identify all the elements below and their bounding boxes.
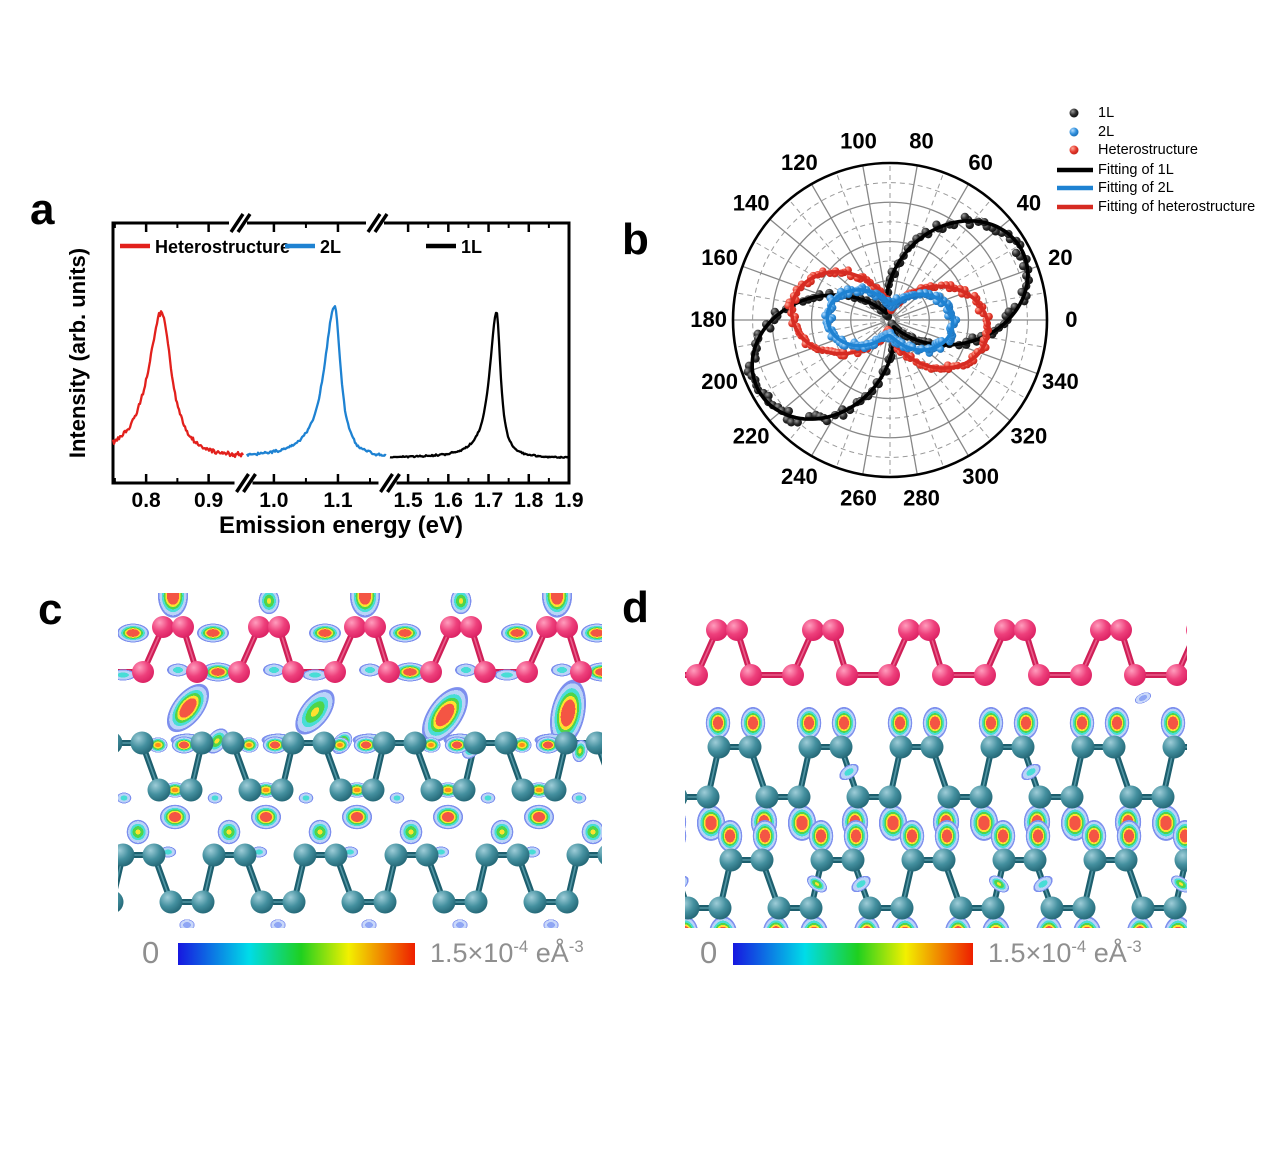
polar-angle-label-120: 120 [781,150,818,175]
colorbar-d-max-label: 1.5×10-4 eÅ-3 [988,937,1142,968]
polar-angle-label-180: 180 [690,307,727,332]
atoms [685,619,1187,920]
colorbar-d-unit: eÅ [1086,938,1127,968]
polar-fit-1l [750,219,1030,421]
legend-label-2l: 2L [320,237,341,257]
polar-angle-label-80: 80 [909,128,933,153]
panel-b-label: b [622,215,649,264]
panel-d-structure [685,619,1187,928]
x-tick-label: 1.5 [393,489,423,512]
polar-angle-label-60: 60 [968,150,992,175]
x-tick-label: 0.9 [194,489,223,512]
colorbar-c-max-label: 1.5×10-4 eÅ-3 [430,937,584,968]
polar-angle-label-320: 320 [1011,424,1048,449]
legend-label-1l: 1L [461,237,482,257]
spectrum-curve-heterostructure [111,310,244,459]
legend-label-fitting-of-heterostructure: Fitting of heterostructure [1098,199,1255,215]
legend-label-1l: 1L [1098,105,1114,121]
x-tick-label: 1.1 [323,489,353,512]
legend-label-fitting-of-1l: Fitting of 1L [1098,162,1174,178]
panel-c-label: c [38,585,63,634]
x-tick-label: 1.8 [514,489,544,512]
panel-a-label: a [30,185,55,234]
panel-d-charge-density: 0 1.5×10-4 eÅ-3 [620,575,1220,995]
polar-angle-label-340: 340 [1042,369,1079,394]
polar-angle-label-40: 40 [1017,190,1041,215]
polar-angle-label-0: 0 [1065,307,1077,332]
atoms [118,616,602,914]
spectrum-curve-1l [389,311,570,459]
colorbar-d-coeff: 1.5×10 [988,938,1072,968]
legend-label-heterostructure: Heterostructure [155,237,290,257]
polar-angle-label-300: 300 [962,464,999,489]
panel-c-structure [118,593,602,928]
colorbar-d-min-label: 0 [700,935,718,970]
polar-angle-label-20: 20 [1048,245,1072,270]
colorbar-c-coeff: 1.5×10 [430,938,514,968]
colorbar-c-gradient [178,943,415,965]
panel-d-label: d [622,583,649,632]
colorbar-c-unit: eÅ [528,938,569,968]
x-axis-ticks [113,223,571,483]
x-tick-label: 1.9 [554,489,583,512]
spectrum-curve-2l [245,305,387,457]
polar-angle-label-160: 160 [701,245,738,270]
panel-c-charge-density: 0 1.5×10-4 eÅ-3 [20,575,620,995]
structure-scene [685,619,1187,928]
x-axis-title: Emission energy (eV) [219,512,463,539]
colorbar-c-min-label: 0 [142,935,160,970]
structure-scene [118,593,602,928]
legend-label-heterostructure: Heterostructure [1098,142,1198,158]
polar-fit-2l [825,288,955,352]
colorbar-d-unit-exp: -3 [1126,937,1142,956]
x-tick-label: 1.7 [474,489,503,512]
colorbar-c-exp: -4 [513,937,529,956]
polar-angle-label-140: 140 [733,190,770,215]
panel-a-spectra-chart: 0.8 0.9 1.0 1.1 1.5 1.6 1.7 1.8 1.9 Emission ener… [65,213,584,539]
polar-angle-label-220: 220 [733,424,770,449]
panel-b-legend: 1L 2L Heterostructure Fitting of 1L Fitting … [1057,105,1255,215]
legend-label-fitting-of-2l: Fitting of 2L [1098,180,1174,196]
polar-angle-label-260: 260 [840,486,877,511]
panel-a-legend: Heterostructure 2L 1L [120,237,482,257]
colorbar-d-exp: -4 [1071,937,1087,956]
polar-grid [731,161,1049,479]
colorbar-d-gradient [733,943,973,965]
polar-angle-label-100: 100 [840,128,877,153]
y-axis-title: Intensity (arb. units) [65,248,90,458]
legend-label-2l: 2L [1098,124,1114,140]
polar-angle-label-240: 240 [781,464,818,489]
x-tick-label: 0.8 [132,489,162,512]
x-tick-label: 1.6 [434,489,463,512]
panel-b-polar-chart: 0 20 40 60 80 100 120 140 160 180 200 220 240 260 280 3… [690,105,1255,511]
polar-angle-label-200: 200 [701,369,738,394]
polar-angle-label-280: 280 [903,486,940,511]
plot-frame [111,221,571,485]
x-tick-label: 1.0 [259,489,288,512]
colorbar-c-unit-exp: -3 [568,937,584,956]
